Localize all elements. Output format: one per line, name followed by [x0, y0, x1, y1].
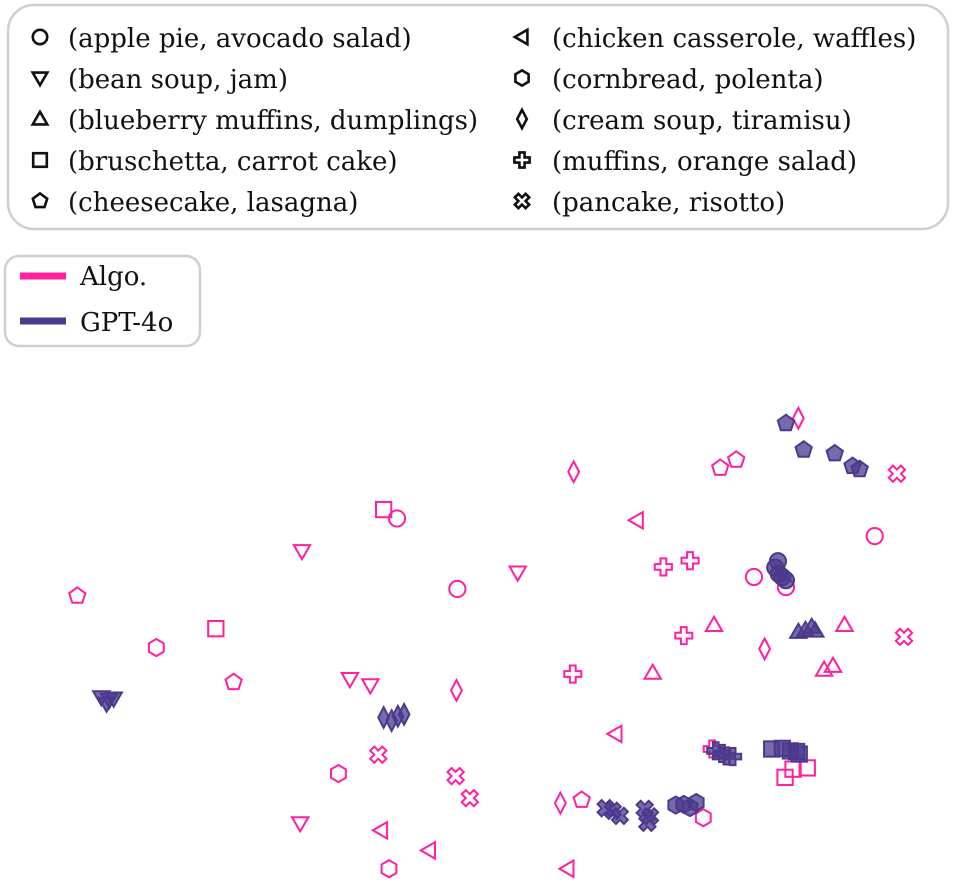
pair-legend-label: (cream soup, tiramisu) — [552, 106, 852, 136]
method-legend: Algo. GPT-4o — [3, 254, 202, 348]
data-point-triangle-down — [360, 678, 381, 696]
legend-marker-plus — [513, 151, 531, 169]
data-point-hexagon — [687, 792, 705, 813]
data-point-circle — [387, 509, 407, 528]
data-point-diamond — [397, 701, 411, 727]
data-point-triangle-left — [557, 858, 575, 879]
legend-marker-triangle-up — [30, 109, 50, 126]
data-point-circle — [448, 579, 467, 599]
data-point-square — [776, 768, 794, 787]
data-point-plus — [680, 551, 700, 571]
legend-marker-circle — [31, 28, 49, 46]
data-point-triangle-up — [642, 662, 663, 680]
data-point-triangle-left — [418, 840, 436, 861]
data-point-pentagon — [776, 413, 796, 432]
data-point-hexagon — [330, 763, 347, 784]
pair-legend-label: (muffins, orange salad) — [552, 147, 857, 177]
points-layer — [68, 405, 914, 879]
data-point-triangle-down — [292, 544, 312, 562]
data-point-x — [446, 766, 466, 786]
data-point-square — [375, 500, 393, 519]
data-point-hexagon — [380, 859, 398, 879]
data-point-pentagon — [850, 459, 869, 478]
data-point-hexagon — [147, 637, 165, 658]
pair-legend: (apple pie, avocado salad) (bean soup, ja… — [6, 3, 950, 231]
pair-legend-label: (cornbread, polenta) — [552, 65, 824, 95]
data-point-triangle-up — [823, 655, 843, 673]
data-point-circle — [776, 571, 796, 590]
legend-marker-pentagon — [31, 191, 49, 209]
data-point-x — [610, 806, 630, 826]
algo-legend-label: Algo. — [79, 262, 147, 292]
data-point-x — [887, 464, 907, 484]
data-point-diamond — [377, 704, 391, 731]
legend-marker-x — [512, 191, 532, 211]
data-point-diamond — [567, 459, 581, 485]
data-point-triangle-down — [290, 816, 311, 834]
data-point-diamond — [449, 677, 463, 703]
data-point-pentagon — [794, 439, 813, 458]
series-algo — [68, 405, 914, 879]
data-point-triangle-left — [605, 723, 623, 744]
data-point-triangle-up — [805, 620, 826, 638]
data-point-plus — [653, 557, 673, 577]
data-point-x — [894, 627, 914, 647]
data-point-pentagon — [726, 450, 746, 468]
pair-legend-label: (pancake, risotto) — [552, 188, 785, 218]
data-point-x — [637, 813, 657, 833]
data-point-circle — [865, 526, 884, 546]
pair-legend-frame — [6, 3, 950, 231]
pair-legend-label: (bruschetta, carrot cake) — [68, 147, 398, 177]
series-gpt-4o — [91, 413, 869, 833]
pair-legend-label: (apple pie, avocado salad) — [68, 24, 412, 54]
data-point-x — [368, 745, 388, 765]
data-point-plus — [723, 747, 743, 767]
pair-legend-label: (chicken casserole, waffles) — [552, 24, 916, 54]
legend-marker-square — [31, 151, 49, 169]
data-point-diamond — [553, 790, 567, 816]
data-point-pentagon — [224, 672, 243, 691]
data-point-circle — [744, 567, 764, 587]
data-point-triangle-down — [339, 672, 360, 690]
data-point-pentagon — [710, 458, 730, 476]
data-point-pentagon — [572, 790, 591, 808]
data-point-pentagon — [68, 586, 87, 604]
gpt4o-legend-label: GPT-4o — [80, 308, 173, 338]
data-point-x — [460, 788, 480, 808]
legend-marker-triangle-down — [30, 71, 50, 88]
data-point-plus — [674, 626, 694, 646]
pair-legend-label: (bean soup, jam) — [68, 65, 288, 95]
data-point-pentagon — [825, 443, 845, 462]
data-point-triangle-up — [704, 614, 724, 632]
pair-legend-label: (cheesecake, lasagna) — [68, 188, 358, 218]
data-point-diamond — [758, 636, 772, 662]
legend-marker-hexagon — [514, 68, 530, 88]
data-point-plus — [563, 664, 583, 684]
data-point-triangle-down — [507, 565, 528, 583]
data-point-diamond — [791, 405, 805, 431]
data-point-triangle-up — [814, 659, 835, 677]
data-point-triangle-down — [99, 692, 120, 711]
legend-marker-diamond — [515, 106, 529, 132]
legend-marker-triangle-left — [512, 27, 529, 47]
data-point-square — [207, 620, 225, 638]
data-point-triangle-left — [370, 820, 389, 841]
data-point-square — [790, 745, 808, 763]
pair-legend-label: (blueberry muffins, dumplings) — [68, 106, 478, 136]
data-point-triangle-left — [626, 510, 644, 531]
data-point-triangle-up — [834, 614, 855, 632]
